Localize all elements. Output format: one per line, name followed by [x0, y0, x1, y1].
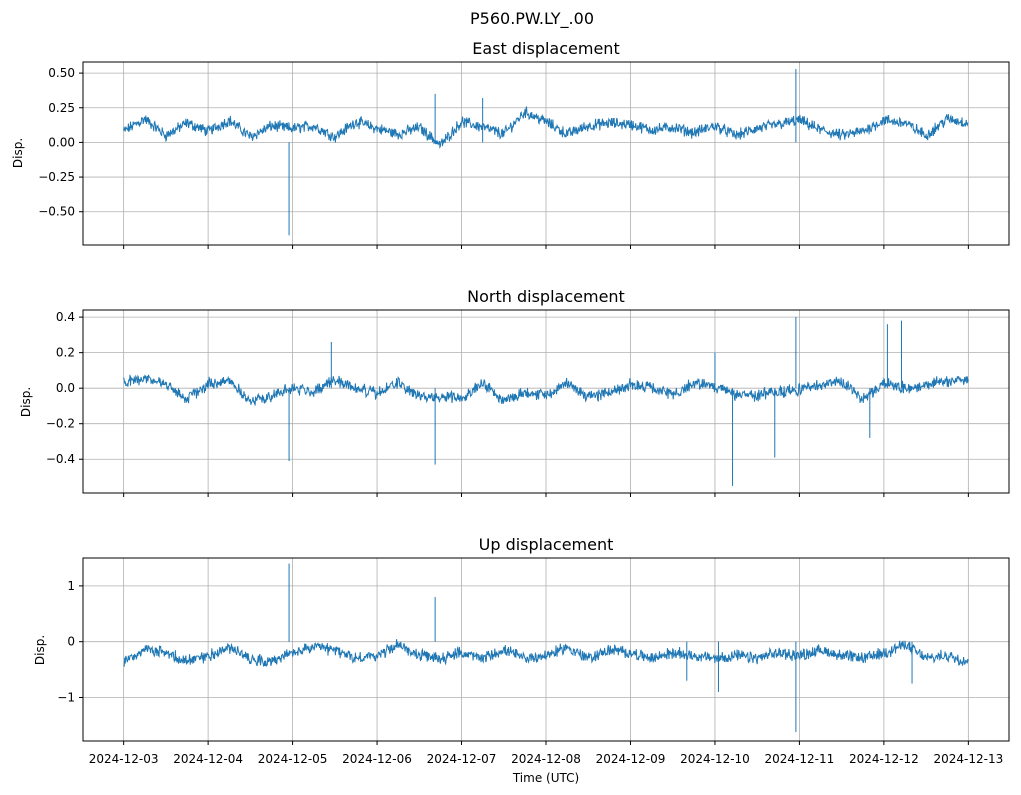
- east-grid: [83, 62, 1009, 245]
- x-tick-label: 2024-12-08: [511, 752, 581, 766]
- up-axes-frame: [82, 557, 1010, 742]
- north-series: [123, 317, 969, 486]
- up-title: Up displacement: [479, 535, 614, 554]
- y-tick-label: −0.4: [46, 452, 75, 466]
- subplot-up: Up displacement Disp. 10−1 2024-12-03 202…: [33, 535, 1010, 766]
- x-tick-label: 2024-12-04: [173, 752, 243, 766]
- up-ylabel: Disp.: [33, 635, 47, 665]
- y-tick-label: 0.00: [48, 135, 75, 149]
- north-yticks: 0.4 0.2 0.0 −0.2 −0.4: [46, 310, 83, 466]
- y-tick-label: 1: [67, 579, 75, 593]
- y-tick-label: 0.4: [56, 310, 75, 324]
- figure-suptitle: P560.PW.LY_.00: [470, 9, 594, 29]
- x-tick-label: 2024-12-03: [89, 752, 159, 766]
- up-xticks: 2024-12-03 2024-12-04 2024-12-05 2024-12-06…: [89, 741, 1003, 766]
- east-title: East displacement: [472, 39, 619, 58]
- east-xticks: [123, 245, 969, 249]
- x-axis-label: Time (UTC): [512, 771, 579, 785]
- north-ylabel: Disp.: [19, 387, 33, 417]
- x-tick-label: 2024-12-12: [849, 752, 919, 766]
- x-tick-label: 2024-12-11: [765, 752, 835, 766]
- north-title: North displacement: [467, 287, 625, 306]
- y-tick-label: 0: [67, 635, 75, 649]
- y-tick-label: 0.25: [48, 101, 75, 115]
- y-tick-label: 0.2: [56, 346, 75, 360]
- east-series: [123, 68, 969, 236]
- east-yticks: 0.50 0.25 0.00 −0.25 −0.50: [38, 66, 83, 219]
- series-line: [123, 106, 969, 150]
- up-grid: [83, 558, 1009, 741]
- subplot-east: East displacement Disp. 0.50 0.25 0.00 −0.2…: [11, 39, 1010, 249]
- x-tick-label: 2024-12-07: [427, 752, 497, 766]
- x-tick-label: 2024-12-05: [258, 752, 328, 766]
- y-tick-label: −0.25: [38, 170, 75, 184]
- east-ylabel: Disp.: [11, 138, 25, 168]
- y-tick-label: 0.0: [56, 381, 75, 395]
- y-tick-label: 0.50: [48, 66, 75, 80]
- y-tick-label: −1: [57, 690, 75, 704]
- up-yticks: 1 0 −1: [57, 579, 83, 704]
- x-tick-label: 2024-12-06: [342, 752, 412, 766]
- north-grid: [83, 310, 1009, 493]
- y-tick-label: −0.2: [46, 417, 75, 431]
- north-xticks: [123, 493, 969, 497]
- subplot-north: North displacement Disp. 0.4 0.2 0.0 −0.2 −0…: [19, 287, 1010, 497]
- x-tick-label: 2024-12-09: [596, 752, 666, 766]
- series-line: [123, 374, 969, 406]
- y-tick-label: −0.50: [38, 205, 75, 219]
- x-tick-label: 2024-12-13: [933, 752, 1003, 766]
- up-series: [123, 563, 969, 733]
- x-tick-label: 2024-12-10: [680, 752, 750, 766]
- north-axes-frame: [82, 309, 1010, 494]
- series-line: [123, 639, 969, 668]
- east-axes-frame: [82, 61, 1010, 246]
